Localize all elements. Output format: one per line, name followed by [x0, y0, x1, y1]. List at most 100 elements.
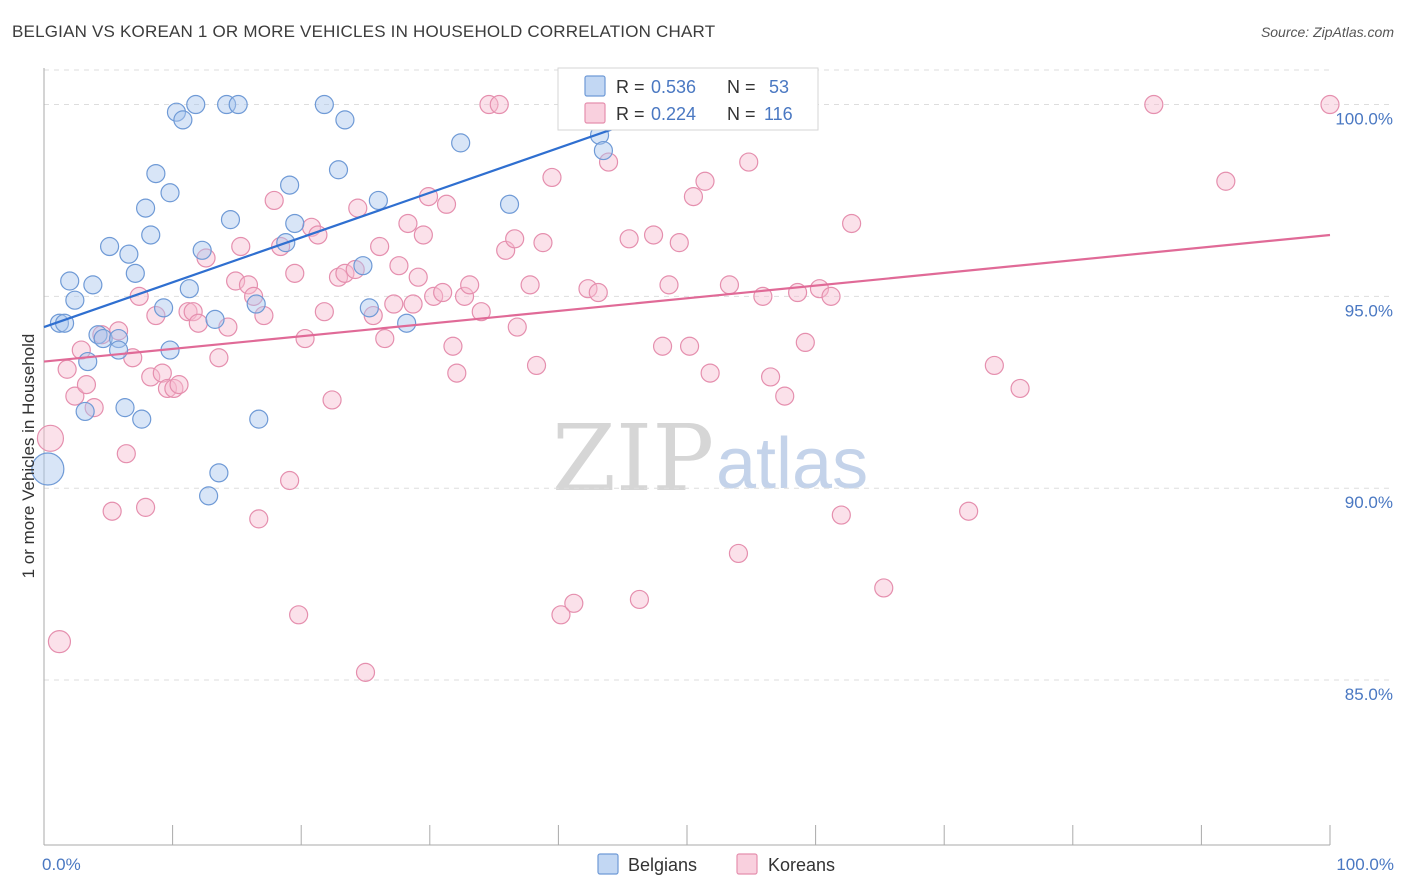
y-tick-label: 90.0% [1345, 493, 1393, 512]
watermark-atlas: atlas [716, 424, 868, 504]
belgian-point [166, 102, 187, 122]
korean-point [57, 359, 77, 379]
korean-point [348, 198, 368, 218]
korean-point [135, 497, 156, 517]
korean-point [157, 378, 178, 399]
korean-point [821, 286, 841, 306]
korean-point [254, 305, 274, 326]
belgian-point [108, 328, 129, 349]
korean-point [1010, 378, 1030, 399]
korean-point [384, 294, 404, 314]
belgian-point [108, 340, 129, 360]
korean-point [454, 286, 475, 306]
watermark: ZIP atlas [552, 405, 868, 512]
korean-point [652, 336, 673, 356]
gridlines: 100.0% 95.0% 90.0% 85.0% [44, 69, 1393, 704]
legend-n-label-koreans: N = [727, 104, 756, 124]
legend-r-label-koreans: R = [616, 104, 645, 124]
belgian-point [88, 325, 108, 345]
korean-point [285, 263, 305, 283]
legend-item-koreans-swatch [736, 853, 758, 875]
korean-point [695, 171, 715, 191]
belgian-point [228, 94, 248, 115]
belgian-point [153, 298, 174, 318]
korean-point [739, 152, 759, 172]
korean-point [231, 236, 251, 257]
legend-swatch-belgians [584, 75, 606, 97]
korean-point [403, 294, 423, 314]
belgian-point [209, 463, 229, 483]
y-tick-label: 85.0% [1345, 685, 1393, 704]
legend-r-label-belgians: R = [616, 77, 645, 97]
belgian-point [119, 244, 139, 264]
korean-points [36, 94, 1340, 682]
belgian-point [249, 409, 269, 429]
belgian-point [451, 133, 471, 153]
korean-point [36, 424, 65, 452]
korean-point [102, 501, 122, 521]
belgian-point [160, 183, 180, 203]
korean-point [1144, 94, 1164, 115]
belgian-point [397, 313, 417, 333]
korean-point [244, 286, 264, 306]
korean-point [249, 509, 269, 529]
korean-point [471, 302, 491, 322]
korean-point [700, 363, 720, 383]
korean-point [141, 367, 161, 387]
korean-point [831, 505, 851, 525]
belgian-point [83, 275, 103, 295]
korean-point [226, 271, 246, 291]
korean-point [146, 305, 166, 326]
korean-trend-line [43, 233, 1331, 363]
korean-point [408, 267, 428, 287]
belgian-point [60, 271, 80, 291]
korean-point [489, 94, 509, 115]
y-axis-label: 1 or more Vehicles in Household [19, 334, 38, 579]
korean-point [1320, 94, 1340, 115]
belgian-point [31, 452, 65, 486]
korean-point [164, 378, 184, 399]
belgian-point [205, 309, 225, 329]
korean-point [460, 275, 480, 295]
korean-point [874, 578, 894, 598]
belgian-point [246, 294, 266, 314]
belgian-point [199, 486, 219, 506]
korean-point [398, 213, 418, 234]
korean-point [564, 593, 584, 613]
belgian-point [179, 279, 199, 299]
belgian-point [186, 94, 206, 115]
korean-point [728, 543, 749, 564]
korean-point [183, 302, 203, 322]
korean-point [659, 275, 679, 295]
belgian-point [220, 210, 241, 230]
korean-point [289, 605, 309, 625]
x-tick-label: 0.0% [42, 855, 81, 874]
korean-point [447, 363, 467, 383]
x-tick-label: 100.0% [1336, 855, 1394, 874]
chart-title: BELGIAN VS KOREAN 1 OR MORE VEHICLES IN … [12, 22, 716, 41]
legend-n-value-koreans: 116 [764, 104, 793, 124]
korean-point [775, 386, 795, 406]
legend-n-value-belgians: 53 [769, 77, 789, 97]
belgian-point [78, 351, 98, 372]
belgian-point [499, 194, 520, 214]
belgian-point [93, 328, 113, 349]
korean-point [533, 233, 553, 253]
belgian-point [593, 140, 614, 161]
korean-point [719, 275, 740, 295]
belgian-point [65, 290, 85, 310]
belgian-point [285, 213, 305, 234]
korean-point [984, 355, 1004, 376]
belgian-point [146, 163, 166, 184]
belgian-point [217, 94, 237, 115]
legend-item-belgians: Belgians [628, 855, 697, 875]
axes: 0.0% 100.0% [42, 68, 1394, 874]
korean-point [520, 275, 540, 295]
korean-point [542, 167, 562, 188]
korean-point [238, 275, 259, 295]
belgian-point [368, 190, 388, 211]
legend-r-value-koreans: 0.224 [651, 104, 696, 124]
korean-point [619, 229, 639, 249]
belgian-point [192, 240, 212, 260]
belgian-point [173, 110, 193, 130]
